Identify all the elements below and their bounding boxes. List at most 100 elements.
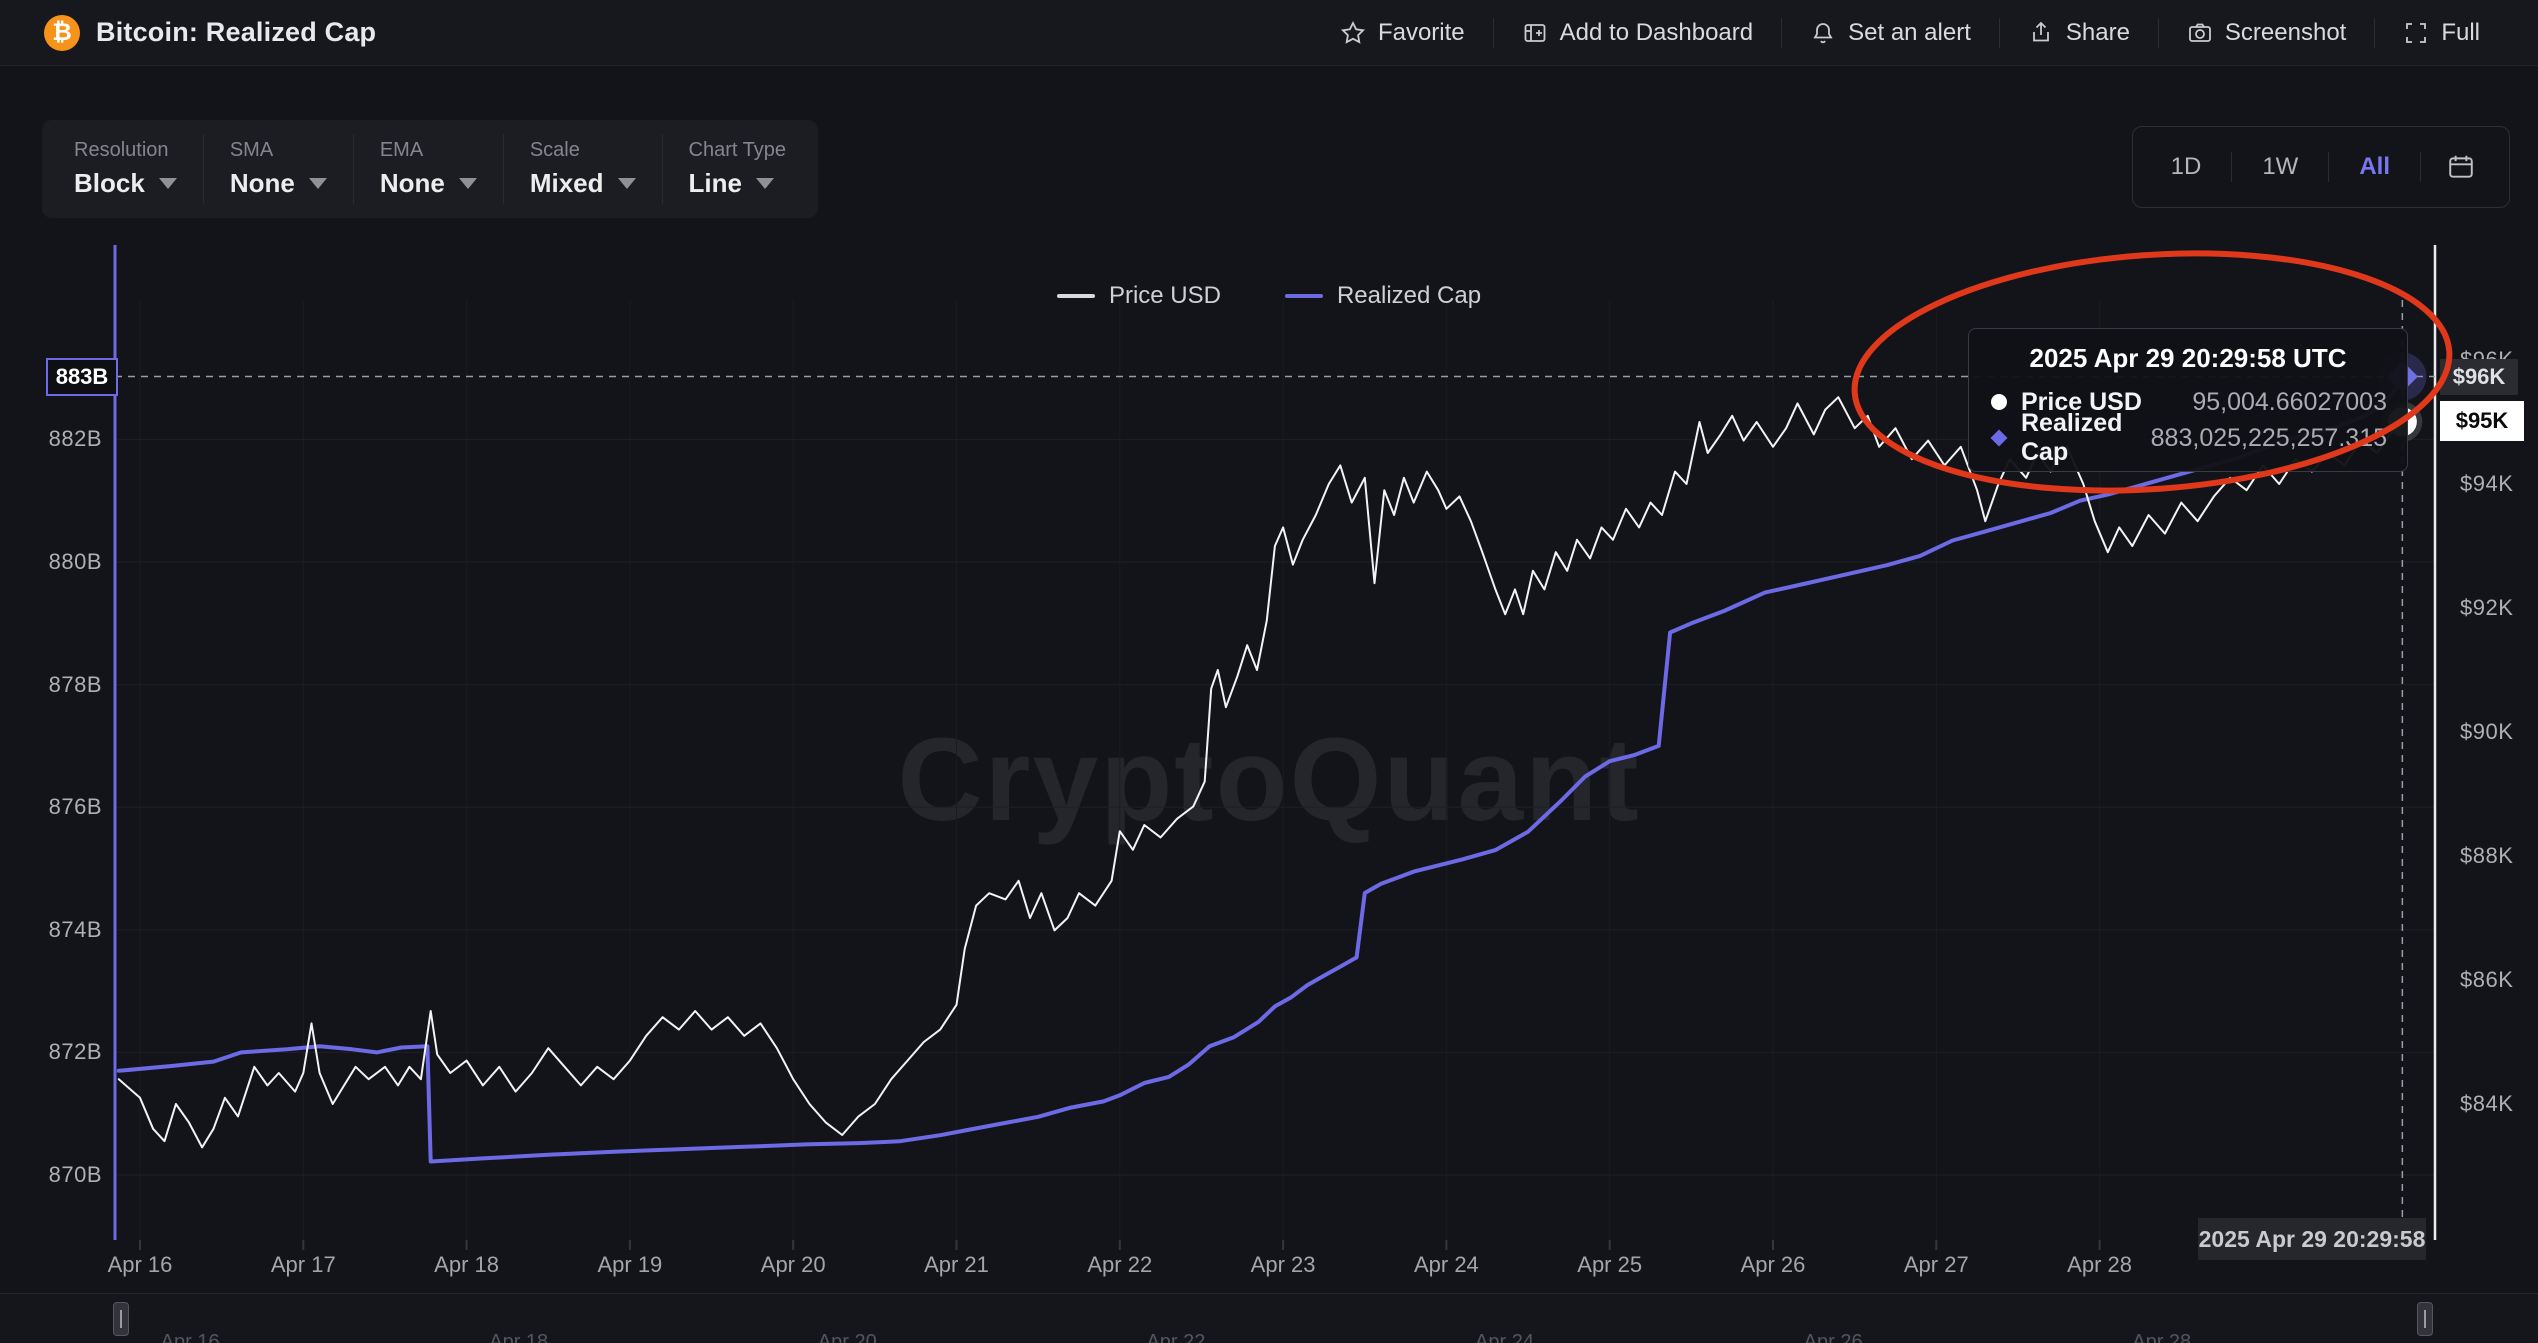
right-axis-tick: $92K bbox=[2460, 595, 2514, 620]
range-1d[interactable]: 1D bbox=[2170, 153, 2202, 180]
dropdown-value: Line bbox=[688, 168, 742, 198]
chevron-down-icon bbox=[617, 178, 636, 189]
x-axis-tick: Apr 19 bbox=[597, 1252, 663, 1277]
dropdown-label: SMA bbox=[229, 139, 274, 161]
action-add-to-dashboard[interactable]: Add to Dashboard bbox=[1494, 13, 1781, 53]
chevron-down-icon bbox=[308, 178, 327, 189]
action-share[interactable]: Share bbox=[2000, 13, 2158, 53]
divider bbox=[2328, 152, 2330, 182]
x-axis-tick: Apr 24 bbox=[1413, 1252, 1479, 1277]
bitcoin-icon: ₿ bbox=[44, 14, 80, 51]
navigator-label: Apr 26 bbox=[1803, 1331, 1863, 1343]
share-icon bbox=[2032, 21, 2049, 41]
toolbar: Resolution Block SMA None EMA None Scale Mixed C… bbox=[0, 120, 2538, 218]
diamond-icon bbox=[1990, 429, 2008, 447]
divider bbox=[2157, 17, 2159, 48]
chevron-down-icon bbox=[755, 178, 774, 189]
chevron-down-icon bbox=[158, 178, 177, 189]
calendar-button[interactable] bbox=[2421, 153, 2501, 181]
range-1w[interactable]: 1W bbox=[2262, 153, 2299, 180]
dropdown-resolution[interactable]: Resolution Block bbox=[48, 120, 203, 218]
divider bbox=[2374, 17, 2376, 48]
navigator-right-handle[interactable] bbox=[2417, 1302, 2433, 1336]
navigator-label: Apr 20 bbox=[817, 1331, 877, 1343]
dropdown-label: Chart Type bbox=[688, 139, 786, 161]
left-axis-tick: 870B bbox=[48, 1162, 102, 1187]
action-set-an-alert[interactable]: Set an alert bbox=[1782, 13, 1999, 53]
top-bar: ₿ Bitcoin: Realized Cap Favorite Add to D… bbox=[0, 0, 2538, 66]
right-axis-tick: $86K bbox=[2460, 967, 2514, 992]
legend-item-realized-cap[interactable]: Realized Cap bbox=[1284, 282, 1482, 310]
navigator-label: Apr 18 bbox=[489, 1331, 549, 1343]
star-icon bbox=[1340, 20, 1365, 44]
action-label: Share bbox=[2065, 18, 2130, 46]
chart-legend: Price USD Realized Cap bbox=[0, 282, 2538, 310]
divider bbox=[2231, 152, 2233, 182]
header-actions: Favorite Add to Dashboard Set an alert Shar… bbox=[1312, 0, 2508, 65]
camera-icon bbox=[2189, 23, 2211, 42]
x-axis-tick: Apr 27 bbox=[1903, 1252, 1969, 1277]
circle-icon bbox=[1991, 394, 2007, 410]
chart-navigator[interactable]: Apr 16 Apr 18 Apr 20 Apr 22 Apr 24 Apr 26 Apr … bbox=[0, 1293, 2538, 1343]
chart-settings-panel: Resolution Block SMA None EMA None Scale Mixed C… bbox=[42, 120, 818, 218]
divider bbox=[502, 134, 504, 204]
dropdown-chart-type[interactable]: Chart Type Line bbox=[663, 120, 812, 218]
crosshair-right-cap-box: $96K bbox=[2440, 359, 2518, 395]
action-label: Full bbox=[2441, 18, 2480, 46]
dropdown-sma[interactable]: SMA None bbox=[204, 120, 353, 218]
action-favorite[interactable]: Favorite bbox=[1312, 13, 1493, 53]
dropdown-value: Block bbox=[74, 168, 145, 198]
action-label: Favorite bbox=[1377, 18, 1465, 46]
crosshair-left-value-box: 883B bbox=[46, 358, 118, 396]
divider bbox=[202, 134, 204, 204]
divider bbox=[661, 134, 663, 204]
legend-label: Price USD bbox=[1108, 282, 1221, 309]
left-axis-tick: 876B bbox=[48, 794, 102, 820]
action-screenshot[interactable]: Screenshot bbox=[2159, 13, 2374, 53]
dropdown-label: Resolution bbox=[74, 139, 169, 161]
x-axis-tick: Apr 23 bbox=[1250, 1252, 1316, 1277]
legend-item-price-usd[interactable]: Price USD bbox=[1056, 282, 1221, 310]
right-axis-tick: $94K bbox=[2460, 471, 2514, 496]
x-axis-tick: Apr 17 bbox=[270, 1252, 336, 1277]
divider bbox=[352, 134, 354, 204]
x-axis-tick: Apr 25 bbox=[1577, 1252, 1643, 1277]
navigator-left-handle[interactable] bbox=[113, 1302, 129, 1336]
crosshair-right-price-box: $95K bbox=[2440, 401, 2524, 441]
dropdown-ema[interactable]: EMA None bbox=[354, 120, 503, 218]
divider bbox=[1781, 17, 1783, 48]
navigator-label: Apr 16 bbox=[160, 1331, 220, 1343]
tooltip-series-value: 95,004.66027003 bbox=[2192, 387, 2387, 416]
action-label: Add to Dashboard bbox=[1559, 18, 1754, 46]
tooltip-title: 2025 Apr 29 20:29:58 UTC bbox=[2029, 343, 2347, 373]
tooltip-series-name: Realized Cap bbox=[2021, 409, 2123, 466]
right-axis-tick: $88K bbox=[2460, 843, 2514, 868]
left-axis-tick: 880B bbox=[48, 549, 102, 574]
range-all[interactable]: All bbox=[2359, 153, 2390, 180]
left-axis-tick: 878B bbox=[48, 671, 102, 697]
x-axis-tick: Apr 18 bbox=[434, 1252, 499, 1277]
x-axis-tick: Apr 20 bbox=[760, 1252, 826, 1277]
chart-brand: ₿ Bitcoin: Realized Cap bbox=[44, 14, 377, 51]
legend-swatch bbox=[1056, 294, 1095, 298]
dropdown-value: Mixed bbox=[529, 168, 604, 198]
cryptoquant-watermark: CryptoQuant bbox=[897, 714, 1641, 846]
right-axis-tick: $90K bbox=[2460, 719, 2514, 744]
x-axis-tick: Apr 21 bbox=[924, 1252, 989, 1277]
x-axis-tick: Apr 28 bbox=[2067, 1252, 2132, 1277]
legend-swatch bbox=[1284, 294, 1323, 298]
tooltip-row-realized-cap: Realized Cap 883,025,225,257.315 bbox=[1989, 409, 2387, 466]
crosshair-date-box: 2025 Apr 29 20:29:58 bbox=[2198, 1218, 2426, 1260]
page-title: Bitcoin: Realized Cap bbox=[96, 17, 377, 47]
bell-icon bbox=[1813, 22, 1833, 43]
action-label: Set an alert bbox=[1848, 18, 1971, 46]
divider bbox=[2420, 152, 2421, 182]
dashboard-add-icon bbox=[1524, 23, 1546, 42]
dropdown-scale[interactable]: Scale Mixed bbox=[504, 120, 662, 218]
legend-label: Realized Cap bbox=[1336, 282, 1482, 309]
left-axis-tick: 874B bbox=[48, 916, 102, 942]
tooltip-series-value: 883,025,225,257.315 bbox=[2150, 423, 2387, 452]
range-selector: 1D 1W All bbox=[2131, 126, 2510, 208]
action-full[interactable]: Full bbox=[2375, 13, 2508, 53]
